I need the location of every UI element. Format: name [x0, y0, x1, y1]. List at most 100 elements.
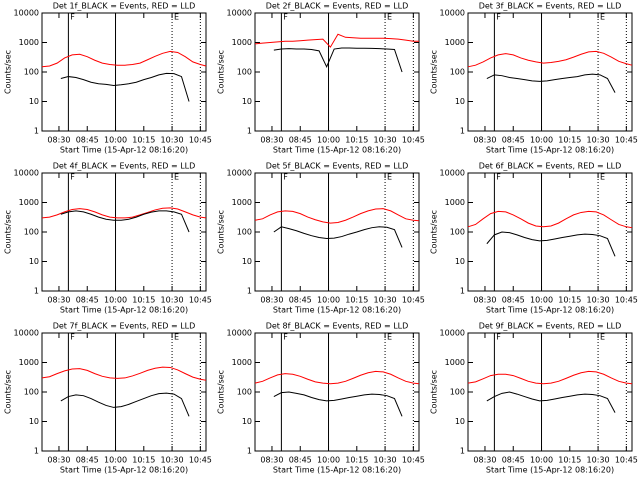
y-tick-label: 1000	[445, 358, 465, 367]
data-line	[273, 47, 403, 73]
chart-title: Det 1f_BLACK = Events, RED = LLD	[53, 2, 196, 11]
x-tick-label: 08:45	[76, 296, 99, 305]
y-tick-label: 10000	[227, 329, 252, 338]
x-tick-label: 10:45	[615, 296, 638, 305]
data-line	[41, 207, 207, 219]
y-axis-label: Counts/sec	[217, 210, 226, 254]
x-axis-label: Start Time (15-Apr-12 08:16:20)	[486, 466, 614, 475]
x-tick-label: 10:00	[317, 296, 340, 305]
y-tick-label: 1	[460, 127, 465, 136]
panel: Det 8f_BLACK = Events, RED = LLD Start Ti…	[217, 322, 425, 475]
panel: Det 4f_BLACK = Events, RED = LLD Start Ti…	[4, 162, 212, 315]
x-tick-label: 10:45	[402, 136, 425, 145]
data-line	[467, 210, 633, 229]
y-axis-label: Counts/sec	[217, 370, 226, 414]
y-tick-label: 1000	[19, 358, 39, 367]
x-tick-label: 10:30	[374, 136, 397, 145]
y-tick-label: 1	[460, 447, 465, 456]
x-tick-label: 08:30	[47, 456, 70, 465]
time-marker-label: E	[387, 173, 392, 182]
plot-frame	[254, 172, 420, 292]
y-tick-label: 100	[237, 68, 252, 77]
y-tick-label: 1000	[232, 198, 252, 207]
y-tick-label: 100	[237, 228, 252, 237]
y-tick-label: 1	[34, 287, 39, 296]
x-tick-label: 10:30	[374, 296, 397, 305]
x-tick-label: 10:30	[374, 456, 397, 465]
x-tick-label: 10:00	[530, 456, 553, 465]
x-tick-label: 10:45	[189, 456, 212, 465]
x-tick-label: 10:45	[615, 136, 638, 145]
x-tick-label: 08:45	[289, 456, 312, 465]
y-axis-label: Counts/sec	[4, 210, 13, 254]
time-marker-label: E	[174, 173, 179, 182]
data-line	[273, 391, 403, 417]
data-line	[41, 366, 207, 381]
y-tick-label: 1000	[232, 358, 252, 367]
x-tick-label: 08:30	[47, 296, 70, 305]
x-tick-label: 10:30	[161, 136, 184, 145]
time-marker-label: E	[387, 333, 392, 342]
x-tick-label: 10:45	[189, 296, 212, 305]
data-line	[254, 33, 419, 48]
data-line	[486, 73, 616, 93]
x-tick-label: 10:00	[104, 136, 127, 145]
y-tick-label: 10000	[440, 329, 465, 338]
y-tick-label: 1	[460, 287, 465, 296]
chart-title: Det 9f_BLACK = Events, RED = LLD	[479, 322, 622, 331]
x-tick-label: 10:15	[132, 296, 155, 305]
x-tick-label: 10:30	[161, 296, 184, 305]
x-tick-label: 08:45	[502, 136, 525, 145]
y-tick-label: 1	[247, 447, 252, 456]
y-tick-label: 1	[34, 127, 39, 136]
data-line	[60, 210, 190, 233]
panel: Det 5f_BLACK = Events, RED = LLD Start Ti…	[217, 162, 425, 315]
y-tick-label: 10	[29, 417, 39, 426]
chart-title: Det 4f_BLACK = Events, RED = LLD	[53, 162, 196, 171]
x-tick-label: 08:30	[47, 136, 70, 145]
y-tick-label: 10000	[227, 169, 252, 178]
plot-frame	[467, 172, 633, 292]
x-tick-label: 08:30	[473, 136, 496, 145]
time-marker-label: E	[174, 13, 179, 22]
y-tick-label: 10	[455, 417, 465, 426]
x-tick-label: 08:45	[76, 456, 99, 465]
time-marker-label: E	[174, 333, 179, 342]
chart-title: Det 5f_BLACK = Events, RED = LLD	[266, 162, 409, 171]
chart-title: Det 3f_BLACK = Events, RED = LLD	[479, 2, 622, 11]
y-tick-label: 100	[450, 228, 465, 237]
plot-frame	[467, 332, 633, 452]
y-tick-label: 100	[24, 68, 39, 77]
plot-frame	[41, 12, 207, 132]
time-marker-label: F	[283, 333, 288, 342]
y-tick-label: 10000	[14, 329, 39, 338]
x-axis-label: Start Time (15-Apr-12 08:16:20)	[60, 466, 188, 475]
x-tick-label: 10:00	[317, 456, 340, 465]
y-tick-label: 10000	[227, 9, 252, 18]
plot-frame	[41, 172, 207, 292]
x-tick-label: 08:45	[502, 296, 525, 305]
x-tick-label: 10:15	[558, 456, 581, 465]
time-marker-label: F	[70, 13, 75, 22]
x-axis-label: Start Time (15-Apr-12 08:16:20)	[273, 466, 401, 475]
x-tick-label: 10:00	[104, 456, 127, 465]
time-marker-label: F	[70, 333, 75, 342]
panel: Det 1f_BLACK = Events, RED = LLD Start Ti…	[4, 2, 212, 155]
data-line	[467, 370, 633, 385]
x-tick-label: 08:45	[289, 296, 312, 305]
time-marker-label: E	[600, 173, 605, 182]
x-tick-label: 10:15	[345, 136, 368, 145]
y-tick-label: 10	[242, 257, 252, 266]
y-axis-label: Counts/sec	[430, 50, 439, 94]
data-line	[60, 72, 190, 102]
x-tick-label: 10:15	[132, 456, 155, 465]
y-tick-label: 10000	[14, 9, 39, 18]
y-tick-label: 100	[237, 388, 252, 397]
y-axis-label: Counts/sec	[430, 370, 439, 414]
x-tick-label: 08:30	[260, 136, 283, 145]
y-tick-label: 1000	[19, 198, 39, 207]
x-tick-label: 10:30	[587, 296, 610, 305]
x-tick-label: 10:00	[530, 136, 553, 145]
x-tick-label: 10:15	[345, 296, 368, 305]
y-axis-label: Counts/sec	[4, 50, 13, 94]
